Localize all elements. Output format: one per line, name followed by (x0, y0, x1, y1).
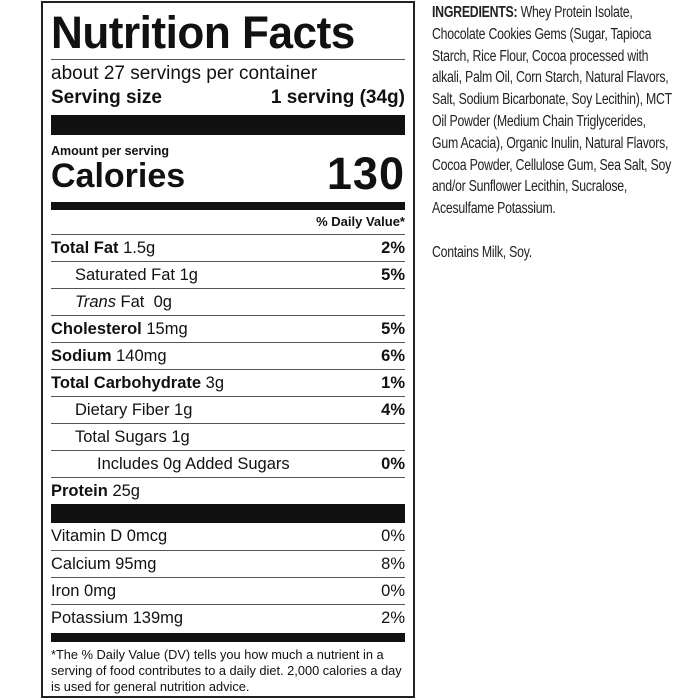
nutrient-amount: 0g (153, 292, 172, 311)
nutrient-dv: 0% (381, 454, 405, 473)
nutrient-dv: 5% (381, 319, 405, 338)
vitamin-name: Potassium 139mg (51, 608, 184, 627)
calories-label: Calories (51, 157, 186, 195)
vitamin-dv: 0% (381, 527, 405, 545)
nutrient-name: Trans (75, 292, 116, 311)
vitamin-row: Vitamin D 0mcg 0% (51, 523, 405, 550)
nutrient-amount: 1g (179, 265, 198, 284)
nutrient-dv: 6% (381, 346, 405, 365)
nutrient-dv: 4% (381, 400, 405, 419)
vitamin-row: Potassium 139mg 2% (51, 604, 405, 631)
nutrient-dv: 5% (381, 265, 405, 284)
allergen-statement: Contains Milk, Soy. (432, 243, 532, 261)
nutrient-row-cholesterol: Cholesterol 15mg 5% (51, 315, 405, 342)
vitamin-name: Calcium 95mg (51, 554, 157, 573)
daily-value-header: % Daily Value* (316, 214, 405, 229)
medium-divider (51, 202, 405, 210)
medium-divider (51, 633, 405, 642)
nutrient-amount: 15mg (146, 319, 188, 338)
nutrient-name: Protein (51, 481, 108, 500)
daily-value-footnote: *The % Daily Value (DV) tells you how mu… (51, 647, 402, 694)
nutrient-row-total-fat: Total Fat 1.5g 2% (51, 234, 405, 261)
nutrient-name: Sodium (51, 346, 112, 365)
vitamin-dv: 8% (381, 554, 405, 573)
nutrient-name-suffix: Fat (120, 292, 145, 311)
nutrient-row-dietary-fiber: Dietary Fiber 1g 4% (51, 396, 405, 423)
nutrient-row-saturated-fat: Saturated Fat 1g 5% (51, 261, 405, 288)
thick-divider (51, 504, 405, 523)
nutrient-amount: 1.5g (123, 238, 156, 257)
nutrient-row-sodium: Sodium 140mg 6% (51, 342, 405, 369)
nutrient-amount: 3g (205, 373, 224, 392)
nutrient-name: Dietary Fiber (75, 400, 170, 419)
servings-per-container: about 27 servings per container (51, 63, 318, 84)
nutrient-amount: 25g (112, 481, 140, 500)
calories-row: Calories 130 (51, 148, 405, 199)
nutrient-row-total-sugars: Total Sugars 1g (51, 423, 405, 450)
serving-size-label: Serving size (51, 87, 162, 108)
nutrition-facts-label: Nutrition Facts about 27 servings per co… (41, 1, 415, 698)
nutrient-row-added-sugars: Includes 0g Added Sugars 0% (51, 450, 405, 477)
vitamin-row: Iron 0mg 0% (51, 577, 405, 604)
nutrient-row-protein: Protein 25g (51, 477, 405, 504)
label-title: Nutrition Facts (51, 7, 355, 58)
nutrient-name: Total Carbohydrate (51, 373, 202, 392)
thick-divider (51, 115, 405, 135)
nutrient-row-total-carbohydrate: Total Carbohydrate 3g 1% (51, 369, 405, 396)
vitamin-name: Vitamin D 0mcg (51, 527, 168, 545)
serving-size: Serving size 1 serving (34g) (51, 86, 405, 110)
nutrient-amount: 1g (174, 400, 193, 419)
vitamin-dv: 0% (381, 581, 405, 600)
nutrient-amount: 140mg (116, 346, 167, 365)
divider (51, 59, 405, 60)
ingredients-heading: INGREDIENTS: (432, 4, 518, 21)
ingredients-panel: INGREDIENTS: Whey Protein Isolate, Choco… (432, 2, 672, 264)
ingredients-text: Whey Protein Isolate, Chocolate Cookies … (432, 4, 672, 218)
nutrient-name: Includes 0g Added Sugars (97, 454, 290, 473)
nutrient-name: Saturated Fat (75, 265, 175, 284)
calories-value: 130 (326, 148, 405, 199)
vitamin-row: Calcium 95mg 8% (51, 550, 405, 577)
serving-size-value: 1 serving (34g) (270, 87, 405, 108)
nutrient-name: Cholesterol (51, 319, 142, 338)
nutrient-name: Total Fat (51, 238, 119, 257)
ingredients-list: INGREDIENTS: Whey Protein Isolate, Choco… (432, 2, 672, 220)
nutrient-amount: 1g (171, 427, 190, 446)
nutrient-name: Total Sugars (75, 427, 167, 446)
nutrient-dv: 1% (381, 373, 405, 392)
vitamin-dv: 2% (381, 608, 405, 627)
vitamins-section: Vitamin D 0mcg 0% Calcium 95mg 8% Iron 0mg… (51, 523, 405, 631)
amount-per-serving: Amount per serving (51, 144, 170, 158)
vitamin-name: Iron 0mg (51, 581, 117, 600)
nutrient-dv: 2% (381, 238, 405, 257)
nutrient-row-trans-fat: Trans Fat 0g (51, 288, 405, 315)
